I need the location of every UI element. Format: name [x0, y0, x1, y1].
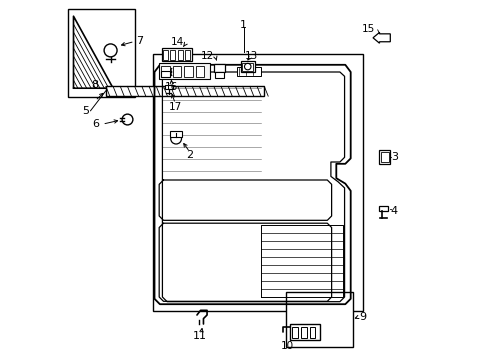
Text: 12: 12: [201, 51, 214, 61]
Text: 10: 10: [280, 341, 293, 351]
Text: 13: 13: [244, 51, 258, 61]
Text: 16: 16: [165, 82, 178, 92]
Bar: [379, 206, 387, 211]
Bar: [214, 72, 224, 78]
Bar: [195, 66, 204, 77]
Bar: [241, 61, 254, 72]
Bar: [170, 50, 175, 60]
FancyArrow shape: [372, 32, 389, 43]
Text: 14: 14: [171, 37, 184, 47]
Bar: [161, 71, 170, 77]
Bar: [177, 50, 182, 60]
Bar: [161, 66, 169, 77]
Bar: [292, 327, 298, 338]
Bar: [170, 131, 182, 137]
Text: 11: 11: [193, 330, 207, 341]
Text: 2: 2: [186, 150, 193, 160]
Bar: [242, 63, 253, 71]
Bar: [285, 292, 352, 347]
Text: 7: 7: [136, 36, 143, 46]
Text: 6: 6: [93, 119, 100, 129]
Bar: [68, 9, 134, 97]
Bar: [172, 66, 181, 77]
Bar: [379, 150, 389, 164]
Bar: [301, 327, 306, 338]
Bar: [183, 66, 192, 77]
Bar: [213, 64, 224, 72]
Text: 1: 1: [240, 20, 247, 30]
Bar: [237, 67, 260, 76]
Bar: [162, 48, 192, 61]
Text: 3: 3: [390, 152, 397, 162]
Bar: [163, 50, 168, 60]
Bar: [184, 50, 189, 60]
Text: 9: 9: [359, 312, 366, 322]
Circle shape: [165, 73, 168, 76]
Text: 15: 15: [361, 24, 375, 34]
Circle shape: [162, 73, 164, 76]
Bar: [309, 327, 315, 338]
Text: 8: 8: [91, 80, 99, 90]
Bar: [164, 85, 172, 89]
Bar: [380, 152, 388, 162]
Text: 4: 4: [390, 206, 397, 216]
Text: 5: 5: [81, 106, 89, 116]
Bar: [152, 54, 363, 311]
Text: 17: 17: [168, 102, 182, 112]
Bar: [106, 86, 264, 96]
Bar: [289, 324, 320, 340]
Bar: [159, 63, 209, 79]
